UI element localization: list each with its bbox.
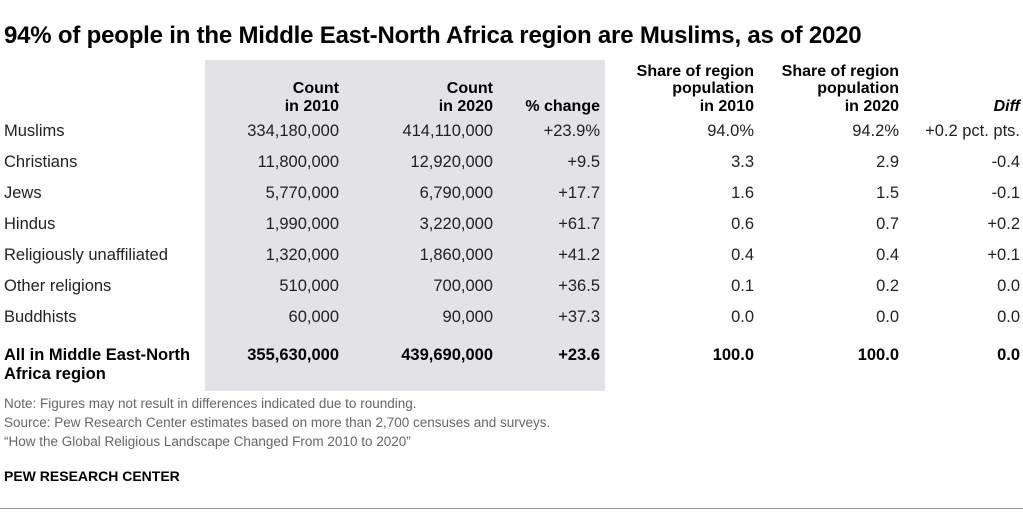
table-cell-count-2020: 700,000: [433, 277, 493, 295]
pew-logo: PEW RESEARCH CENTER: [4, 468, 180, 484]
total-cell-share-2010: 100.0: [712, 346, 754, 364]
table-cell-count-2010: 11,800,000: [257, 153, 339, 171]
total-cell-count-2020: 439,690,000: [401, 346, 493, 364]
table-cell-count-2020: 3,220,000: [419, 215, 493, 233]
total-cell-diff: 0.0: [997, 346, 1020, 364]
table-cell-share-2010: 94.0%: [707, 122, 754, 140]
table-cell-diff: +0.2 pct. pts.: [925, 122, 1020, 140]
table-cell-count-2020: 414,110,000: [402, 122, 493, 140]
column-header-diff: Diff: [993, 97, 1020, 115]
table-cell-count-2010: 1,320,000: [265, 246, 339, 264]
column-header-share-2010: Share of region population in 2010: [636, 62, 754, 115]
table-cell-pct-change: +37.3: [558, 308, 600, 326]
table-cell-pct-change: +41.2: [558, 246, 600, 264]
table-cell-pct-change: +9.5: [567, 153, 600, 171]
table-cell-share-2020: 0.0: [876, 308, 899, 326]
table-cell-count-2020: 1,860,000: [419, 246, 493, 264]
table-cell-share-2010: 0.0: [731, 308, 754, 326]
total-cell-pct-change: +23.6: [558, 346, 600, 364]
table-cell-diff: +0.2: [987, 215, 1020, 233]
column-header-count-2010: Count in 2010: [284, 80, 339, 115]
column-header-count-2020: Count in 2020: [438, 80, 493, 115]
total-cell-count-2010: 355,630,000: [247, 346, 339, 364]
table-cell-count-2020: 90,000: [442, 308, 493, 326]
table-cell-diff: 0.0: [997, 308, 1020, 326]
column-header-share-2020: Share of region population in 2020: [781, 62, 899, 115]
table-cell-pct-change: +36.5: [558, 277, 600, 295]
table-cell-pct-change: +23.9%: [543, 122, 600, 140]
table-cell-share-2010: 1.6: [731, 184, 754, 202]
table-cell-share-2010: 0.1: [731, 277, 754, 295]
table-cell-count-2010: 334,180,000: [247, 122, 339, 140]
table-cell-religion: Buddhists: [4, 308, 77, 326]
bottom-divider: [0, 508, 1023, 509]
table-cell-count-2010: 5,770,000: [265, 184, 339, 202]
table-cell-count-2020: 6,790,000: [419, 184, 493, 202]
table-cell-count-2010: 510,000: [279, 277, 339, 295]
total-cell-share-2020: 100.0: [857, 346, 899, 364]
table-cell-share-2010: 0.4: [731, 246, 754, 264]
table-cell-count-2010: 60,000: [288, 308, 339, 326]
table-cell-share-2010: 0.6: [731, 215, 754, 233]
table-cell-pct-change: +61.7: [558, 215, 600, 233]
table-cell-diff: -0.4: [991, 153, 1020, 171]
highlight-band: [205, 60, 605, 391]
table-cell-share-2020: 0.7: [876, 215, 899, 233]
report-title-text: “How the Global Religious Landscape Chan…: [4, 434, 411, 449]
total-cell-religion: All in Middle East-North Africa region: [4, 346, 191, 383]
table-cell-share-2010: 3.3: [731, 153, 754, 171]
source-text: Source: Pew Research Center estimates ba…: [4, 415, 551, 430]
table-cell-diff: 0.0: [997, 277, 1020, 295]
table-cell-share-2020: 94.2%: [852, 122, 899, 140]
chart-title: 94% of people in the Middle East-North A…: [4, 22, 862, 49]
note-text: Note: Figures may not result in differen…: [4, 396, 417, 411]
table-cell-share-2020: 2.9: [876, 153, 899, 171]
table-cell-religion: Other religions: [4, 277, 112, 295]
table-cell-count-2020: 12,920,000: [410, 153, 493, 171]
table-cell-diff: +0.1: [987, 246, 1020, 264]
table-cell-diff: -0.1: [991, 184, 1020, 202]
table-cell-pct-change: +17.7: [558, 184, 600, 202]
column-header-pct-change: % change: [525, 97, 600, 115]
table-cell-count-2010: 1,990,000: [265, 215, 339, 233]
table-cell-religion: Religiously unaffiliated: [4, 246, 168, 264]
table-cell-religion: Jews: [4, 184, 42, 202]
table-cell-share-2020: 0.2: [876, 277, 899, 295]
table-cell-share-2020: 0.4: [876, 246, 899, 264]
table-cell-religion: Muslims: [4, 122, 65, 140]
table-cell-religion: Hindus: [4, 215, 56, 233]
table-cell-religion: Christians: [4, 153, 78, 171]
table-cell-share-2020: 1.5: [876, 184, 899, 202]
